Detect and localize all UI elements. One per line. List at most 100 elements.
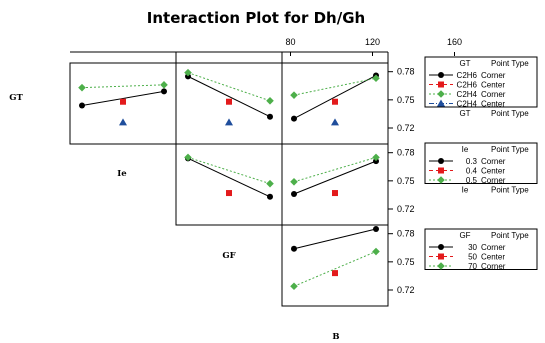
legend-row-2: GF Point Type 30 Corner 50 Center 70 Corner <box>424 228 538 271</box>
y-tick-label: 0.75 <box>397 95 415 105</box>
legend-level: 0.4 <box>466 167 478 176</box>
legend-header-type: Point Type <box>491 59 529 68</box>
legend-type: Corner <box>481 176 506 185</box>
data-point <box>331 118 339 126</box>
series-line <box>293 77 377 96</box>
panels-layer <box>69 62 389 307</box>
legend-box <box>424 142 538 184</box>
y-tick-label: 0.72 <box>397 204 415 214</box>
data-point <box>161 88 167 95</box>
panel-frame <box>281 224 389 307</box>
legend-type: Corner <box>481 71 506 80</box>
legend-marker <box>438 81 444 88</box>
series-line <box>293 251 377 287</box>
chart-title: Interaction Plot for Dh/Gh <box>147 9 365 27</box>
x-tick-label: 80 <box>285 37 295 47</box>
data-point <box>184 68 192 77</box>
factor-label: B <box>332 332 339 342</box>
legend-header-factor: GT <box>459 59 470 68</box>
legend-level: 0.3 <box>466 157 478 166</box>
data-point <box>290 282 298 291</box>
data-point <box>226 190 232 197</box>
y-tick-label: 0.78 <box>397 67 415 77</box>
legend-type: Center <box>481 100 505 109</box>
factor-label: GT <box>9 93 23 103</box>
data-point <box>266 179 274 188</box>
factor-label: GF <box>222 251 235 261</box>
panel-r1-c3 <box>281 143 389 226</box>
legend-marker <box>438 72 444 78</box>
legend-footer-type: Point Type <box>491 186 529 195</box>
data-point <box>266 96 274 105</box>
legend-box <box>424 228 538 270</box>
data-point <box>291 245 297 252</box>
y-tick-label: 0.72 <box>397 123 415 133</box>
data-point <box>372 74 380 83</box>
legend-type: Corner <box>481 90 506 99</box>
data-point <box>226 98 232 105</box>
series-line <box>187 156 271 185</box>
panel-r1-c2 <box>175 143 283 226</box>
data-point <box>225 118 233 126</box>
data-point <box>372 153 380 162</box>
legend-type: Center <box>481 81 505 90</box>
legend-level: C2H6 <box>457 81 478 90</box>
legend-header-type: Point Type <box>491 231 529 240</box>
legend-marker <box>438 158 444 164</box>
series-line <box>187 157 271 198</box>
legend-level: 0.5 <box>466 176 478 185</box>
legend-level: C2H4 <box>457 100 478 109</box>
x-tick-label: 160 <box>447 37 462 47</box>
legend-level: 50 <box>468 253 477 262</box>
series-line <box>81 90 165 106</box>
y-tick-label: 0.75 <box>397 176 415 186</box>
series-line <box>293 75 377 120</box>
data-point <box>291 190 297 197</box>
factor-label: Ie <box>117 169 127 179</box>
legend-type: Center <box>481 167 505 176</box>
y-tick-label: 0.75 <box>397 257 415 267</box>
legend-marker <box>437 262 445 270</box>
data-point <box>290 177 298 186</box>
series-line <box>293 228 377 250</box>
legend-marker <box>438 253 444 260</box>
panel-frame <box>175 143 283 226</box>
legend-marker <box>437 99 445 107</box>
data-point <box>332 98 338 105</box>
legend-type: Corner <box>481 157 506 166</box>
data-point <box>267 193 273 200</box>
legend-marker <box>438 244 444 250</box>
legend-marker <box>437 176 445 184</box>
legend-level: 70 <box>468 262 477 271</box>
series-line <box>293 160 377 195</box>
legend-type: Corner <box>481 243 506 252</box>
legend-header-factor: GF <box>459 231 470 240</box>
panel-r2-c3 <box>281 224 389 307</box>
legend-header-type: Point Type <box>491 145 529 154</box>
legend-header-factor: Ie <box>462 145 469 154</box>
legend-marker <box>437 90 445 98</box>
panel-r0-c3 <box>281 62 389 145</box>
data-point <box>332 190 338 197</box>
legend-level: 30 <box>468 243 477 252</box>
legend-level: C2H6 <box>457 71 478 80</box>
legend-footer-factor: GT <box>459 109 470 118</box>
data-point <box>290 91 298 99</box>
data-point <box>160 81 168 89</box>
legend-type: Center <box>481 253 505 262</box>
series-line <box>187 75 271 118</box>
series-line <box>293 156 377 183</box>
data-point <box>119 118 127 126</box>
y-tick-label: 0.78 <box>397 229 415 239</box>
data-point <box>184 153 192 162</box>
legend-type: Corner <box>481 262 506 271</box>
panel-frame <box>281 143 389 226</box>
data-point <box>78 83 86 92</box>
y-tick-label: 0.78 <box>397 148 415 158</box>
x-tick-label: 120 <box>365 37 380 47</box>
data-point <box>372 247 380 256</box>
series-line <box>81 84 165 89</box>
